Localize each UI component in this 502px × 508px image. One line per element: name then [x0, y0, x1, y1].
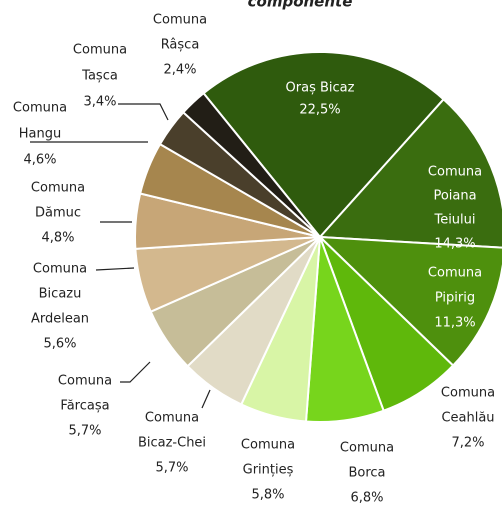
data-label: 2,4% — [163, 63, 196, 78]
chart-title: componente — [248, 0, 353, 11]
category-label: Bicazu — [39, 287, 82, 302]
category-label: Bicaz-Chei — [138, 436, 206, 451]
leader-lines — [30, 103, 211, 409]
category-label: Comuna — [153, 13, 207, 28]
pie-slice — [181, 91, 321, 238]
leader-line — [201, 389, 211, 409]
data-label: 14,3% — [434, 237, 475, 252]
category-label: Ceahlău — [441, 411, 494, 426]
category-label: Borca — [348, 466, 385, 481]
category-label: Comuna — [145, 411, 199, 426]
category-label: Grințieș — [243, 463, 294, 478]
category-label: Comuna — [441, 386, 495, 401]
data-label: 6,8% — [350, 491, 383, 506]
category-label: Comuna — [241, 438, 295, 453]
data-label: 5,7% — [155, 461, 188, 476]
category-label: Oraș Bicaz — [286, 81, 355, 96]
data-label: 5,8% — [251, 488, 284, 503]
category-label: Poiana — [433, 189, 476, 204]
category-label: Râșca — [161, 38, 200, 53]
data-label: 11,3% — [434, 316, 475, 331]
data-label: 4,6% — [23, 153, 56, 168]
category-label: Comuna — [58, 374, 112, 389]
category-label: Comuna — [33, 262, 87, 277]
data-label: 3,4% — [83, 95, 116, 110]
leader-line — [118, 103, 169, 121]
category-label: Comuna — [73, 43, 127, 58]
category-label: Comuna — [31, 181, 85, 196]
category-label: Ardelean — [31, 312, 89, 327]
pie — [134, 51, 502, 423]
category-label: Comuna — [428, 165, 482, 180]
category-label: Hangu — [19, 127, 61, 142]
leader-line — [95, 267, 135, 271]
pie-slice — [202, 51, 446, 239]
data-label: 22,5% — [299, 103, 340, 118]
pie-slice — [317, 235, 502, 367]
data-label: 7,2% — [451, 436, 484, 451]
pie-slice — [317, 97, 502, 249]
category-label: Comuna — [428, 266, 482, 281]
category-label: Comuna — [13, 101, 67, 116]
category-label: Comuna — [340, 441, 394, 456]
data-label: 5,7% — [68, 424, 101, 439]
category-label: Pipirig — [435, 291, 475, 306]
data-label: 4,8% — [41, 231, 74, 246]
data-label: 5,6% — [43, 337, 76, 352]
category-label: Tașca — [81, 69, 118, 84]
category-label: Fărcașa — [60, 399, 109, 414]
category-label: Dămuc — [35, 206, 81, 221]
leader-line — [120, 361, 151, 383]
category-label: Teiului — [433, 213, 475, 228]
